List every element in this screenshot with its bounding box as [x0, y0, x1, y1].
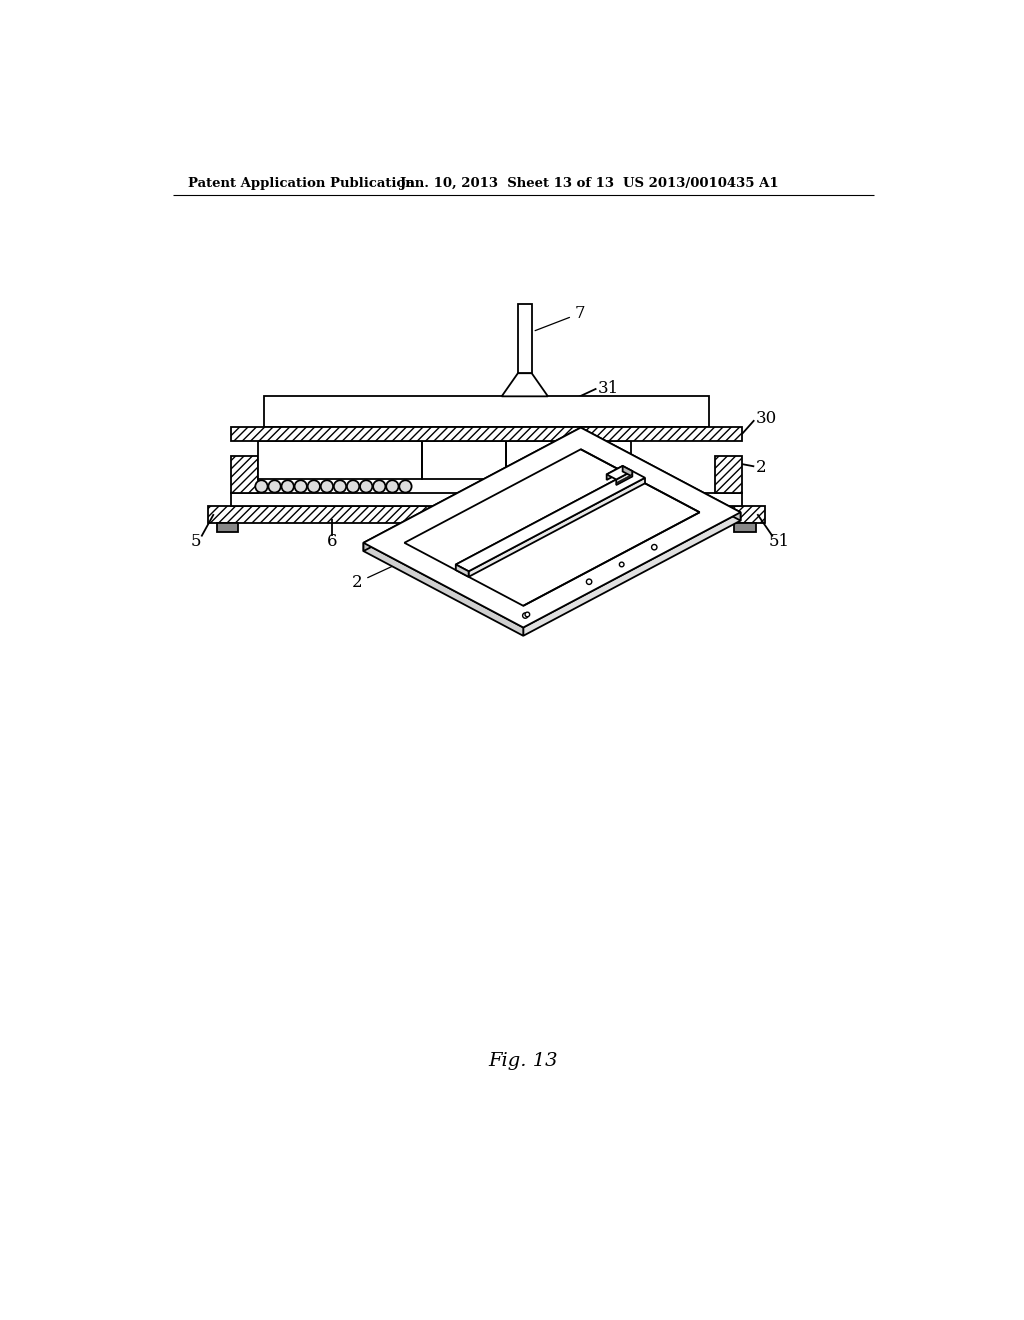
Bar — [734, 523, 756, 532]
Circle shape — [522, 612, 528, 618]
Polygon shape — [456, 471, 632, 570]
Circle shape — [360, 480, 373, 492]
Text: Patent Application Publication: Patent Application Publication — [188, 177, 415, 190]
Text: 30: 30 — [612, 473, 677, 513]
Text: 6: 6 — [559, 533, 569, 550]
Polygon shape — [523, 512, 740, 636]
Circle shape — [255, 480, 267, 492]
Polygon shape — [456, 565, 469, 577]
Bar — [258, 441, 422, 479]
Circle shape — [373, 480, 385, 492]
Text: 51: 51 — [768, 533, 790, 550]
Circle shape — [386, 480, 398, 492]
Bar — [230, 457, 258, 494]
Text: 5: 5 — [190, 533, 202, 550]
Circle shape — [525, 612, 529, 616]
Polygon shape — [469, 478, 645, 577]
Polygon shape — [364, 428, 581, 552]
Bar — [230, 494, 742, 506]
Bar — [506, 441, 631, 479]
Polygon shape — [623, 466, 632, 477]
Polygon shape — [606, 466, 623, 480]
Polygon shape — [364, 428, 740, 627]
Polygon shape — [456, 471, 645, 572]
Circle shape — [529, 480, 542, 492]
Text: 31: 31 — [456, 507, 493, 560]
Polygon shape — [606, 466, 632, 479]
Circle shape — [503, 480, 515, 492]
Circle shape — [268, 480, 281, 492]
Text: 6: 6 — [327, 533, 338, 550]
Circle shape — [556, 480, 568, 492]
Circle shape — [282, 480, 294, 492]
Bar — [264, 396, 709, 428]
Text: 2: 2 — [756, 459, 766, 477]
Circle shape — [334, 480, 346, 492]
Bar — [422, 441, 506, 479]
Polygon shape — [502, 374, 548, 396]
Text: 30: 30 — [756, 411, 777, 428]
Polygon shape — [364, 543, 523, 636]
Text: 7: 7 — [536, 305, 586, 330]
Circle shape — [399, 480, 412, 492]
Bar — [208, 506, 765, 523]
Text: 31: 31 — [598, 380, 620, 397]
Circle shape — [321, 480, 333, 492]
Polygon shape — [404, 449, 699, 606]
Bar — [217, 523, 239, 532]
Circle shape — [307, 480, 319, 492]
Circle shape — [608, 480, 621, 492]
Text: Jan. 10, 2013  Sheet 13 of 13: Jan. 10, 2013 Sheet 13 of 13 — [400, 177, 614, 190]
Text: 2: 2 — [352, 561, 403, 591]
Text: US 2013/0010435 A1: US 2013/0010435 A1 — [624, 177, 779, 190]
Circle shape — [651, 544, 657, 550]
Circle shape — [568, 480, 581, 492]
Circle shape — [295, 480, 307, 492]
Polygon shape — [581, 428, 740, 520]
Bar — [230, 428, 742, 441]
Bar — [518, 304, 531, 374]
Bar — [715, 457, 742, 494]
Circle shape — [543, 480, 555, 492]
Circle shape — [516, 480, 528, 492]
Circle shape — [595, 480, 607, 492]
Circle shape — [587, 579, 592, 585]
Polygon shape — [616, 471, 632, 484]
Circle shape — [347, 480, 359, 492]
Circle shape — [620, 562, 624, 566]
Polygon shape — [616, 474, 632, 484]
Circle shape — [582, 480, 594, 492]
Text: Fig. 13: Fig. 13 — [488, 1052, 558, 1069]
